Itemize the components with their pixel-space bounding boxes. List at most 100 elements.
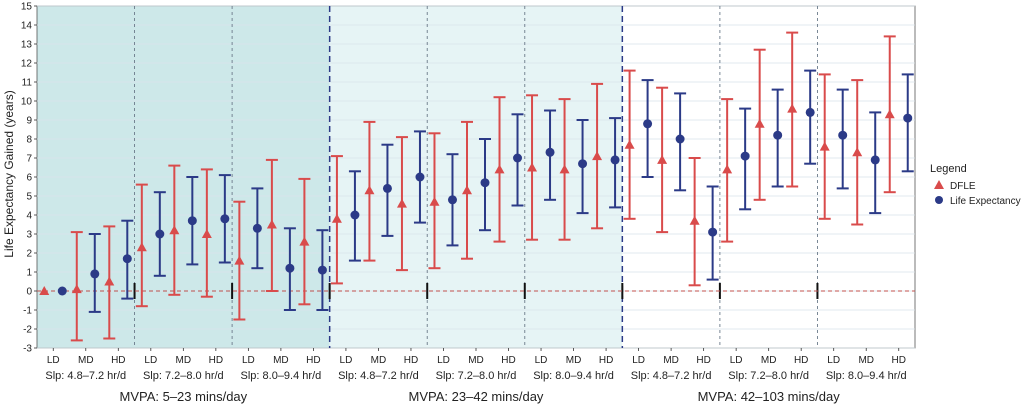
life-expectancy-point [187, 216, 197, 226]
x-tick-label: LD [47, 355, 60, 366]
dfle-point [364, 185, 375, 195]
x-axis: LD MD HD LD MD HD LD MD HD LD MD HD LD MD HD LD MD HD LD MD… [45, 348, 907, 404]
dfle-point [819, 141, 830, 151]
dfle-point [689, 215, 700, 225]
sleep-group-label: Slp: 7.2–8.0 hr/d [143, 370, 224, 382]
x-tick-label: MD [273, 355, 289, 366]
x-tick-label: HD [209, 355, 223, 366]
y-tick-label: 1 [26, 268, 32, 279]
sleep-group-label: Slp: 4.8–7.2 hr/d [631, 370, 712, 382]
x-tick-label: MD [78, 355, 94, 366]
life-expectancy-point [513, 153, 523, 163]
sleep-group-label: Slp: 8.0–9.4 hr/d [826, 370, 907, 382]
y-tick-label: 13 [21, 40, 33, 51]
life-expectancy-point [122, 254, 132, 264]
x-tick-label: LD [632, 355, 645, 366]
life-expectancy-point [382, 183, 392, 193]
sleep-group-label: Slp: 8.0–9.4 hr/d [533, 370, 614, 382]
life-expectancy-point [838, 130, 848, 140]
x-tick-label: HD [404, 355, 418, 366]
life-expectancy-point [610, 155, 620, 165]
x-tick-label: LD [535, 355, 548, 366]
y-tick-label: 8 [26, 135, 32, 146]
dfle-point [71, 284, 82, 294]
x-tick-label: HD [501, 355, 515, 366]
dfle-point [462, 185, 472, 195]
y-tick-label: 11 [22, 78, 33, 89]
y-tick-label: -2 [23, 325, 32, 336]
legend: Legend DFLE Life Expectancy [930, 163, 1021, 207]
sleep-group-label: Slp: 7.2–8.0 hr/d [728, 370, 809, 382]
dfle-point [624, 139, 635, 149]
sleep-group-label: Slp: 7.2–8.0 hr/d [436, 370, 517, 382]
dfle-point [331, 213, 342, 223]
life-expectancy-point [643, 119, 653, 129]
dfle-point [852, 147, 863, 157]
life-expectancy-point [57, 286, 67, 296]
y-tick-label: 15 [21, 2, 33, 13]
x-tick-label: LD [437, 355, 450, 366]
sleep-group-label: Slp: 4.8–7.2 hr/d [45, 370, 126, 382]
dfle-point [169, 225, 180, 235]
life-expectancy-point [480, 178, 490, 188]
y-tick-label: 5 [26, 192, 32, 203]
x-tick-label: MD [858, 355, 874, 366]
mvpa-group-label: MVPA: 42–103 mins/day [698, 389, 841, 404]
dfle-point [266, 219, 277, 229]
dfle-point [657, 154, 668, 164]
life-expectancy-point [415, 172, 425, 182]
life-expectancy-point [447, 195, 457, 205]
dfle-point [884, 109, 895, 119]
life-expectancy-point [740, 151, 750, 161]
dfle-point [787, 103, 798, 113]
dfle-point [494, 164, 505, 174]
x-tick-label: MD [176, 355, 192, 366]
x-tick-label: MD [371, 355, 387, 366]
dfle-point [429, 196, 440, 206]
life-expectancy-point [285, 263, 295, 273]
legend-life-expectancy-marker [935, 196, 943, 204]
x-tick-label: MD [566, 355, 582, 366]
life-expectancy-point [220, 214, 230, 224]
x-tick-label: LD [340, 355, 353, 366]
life-expectancy-point [773, 130, 783, 140]
x-tick-label: LD [144, 355, 157, 366]
y-tick-label: 6 [26, 173, 32, 184]
y-axis-label: Life Expectancy Gained (years) [2, 90, 16, 257]
legend-label: Life Expectancy [950, 196, 1021, 207]
life-expectancy-point [578, 159, 588, 169]
life-expectancy-point [252, 223, 262, 233]
x-tick-label: LD [730, 355, 743, 366]
x-tick-label: HD [306, 355, 320, 366]
sleep-group-label: Slp: 4.8–7.2 hr/d [338, 370, 419, 382]
x-tick-label: HD [892, 355, 906, 366]
x-tick-label: HD [111, 355, 125, 366]
dfle-point [527, 162, 538, 172]
x-tick-label: HD [696, 355, 710, 366]
dfle-point [396, 198, 407, 208]
y-tick-label: 12 [21, 59, 33, 70]
life-expectancy-point [317, 265, 327, 275]
x-tick-label: MD [761, 355, 777, 366]
life-expectancy-point [545, 147, 555, 157]
x-tick-label: MD [663, 355, 679, 366]
dfle-point [234, 255, 245, 265]
dfle-point [104, 276, 115, 286]
life-expectancy-point [805, 107, 815, 117]
y-tick-label: 7 [26, 154, 32, 165]
dfle-point [592, 151, 603, 161]
y-tick-label: 4 [26, 211, 32, 222]
legend-title: Legend [930, 163, 967, 175]
life-expectancy-point [903, 113, 913, 123]
mvpa-group-label: MVPA: 5–23 mins/day [120, 389, 248, 404]
legend-label: DFLE [950, 181, 976, 192]
x-tick-label: LD [242, 355, 255, 366]
data-marks [39, 31, 914, 342]
y-tick-label: 3 [26, 230, 32, 241]
x-tick-label: LD [827, 355, 840, 366]
legend-dfle-marker [934, 180, 944, 189]
mvpa-group-label: MVPA: 23–42 mins/day [409, 389, 544, 404]
dfle-point [201, 229, 212, 238]
